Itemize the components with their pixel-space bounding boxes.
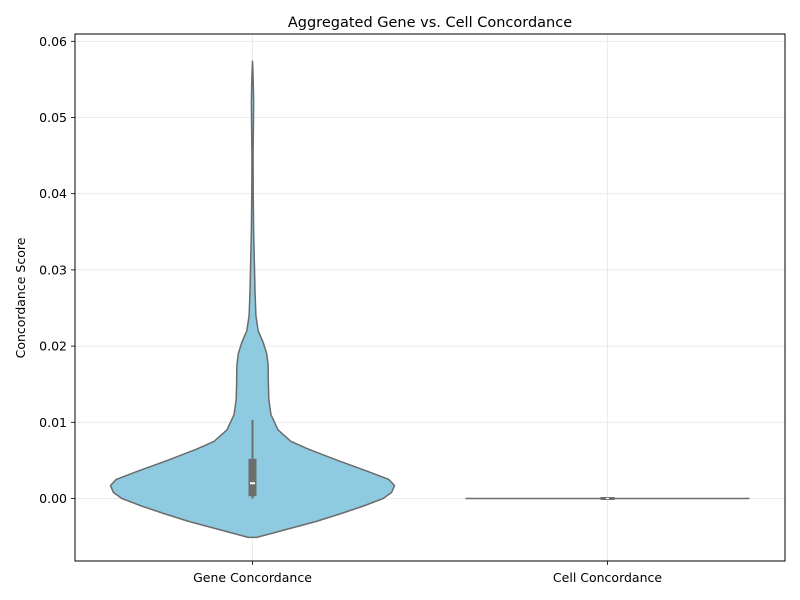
median-marker: [250, 482, 255, 485]
y-tick-label: 0.03: [39, 262, 67, 277]
iqr-box: [248, 458, 257, 497]
y-tick-label: 0.02: [39, 339, 67, 354]
plot-frame: [74, 33, 786, 562]
y-tick-label: 0.05: [39, 110, 67, 125]
x-tick-label: Gene Concordance: [193, 570, 312, 585]
y-axis-label: Concordance Score: [13, 237, 28, 358]
median-marker: [606, 497, 609, 500]
y-tick-label: 0.04: [39, 186, 67, 201]
grid-lines: [75, 34, 785, 561]
y-tick-label: 0.01: [39, 415, 67, 430]
x-axis: Gene Concordance Cell Concordance: [193, 561, 662, 585]
y-tick-label: 0.06: [39, 34, 67, 49]
y-tick-label: 0.00: [39, 491, 67, 506]
violin-body: [109, 60, 396, 539]
x-tick-label: Cell Concordance: [553, 570, 662, 585]
chart-title: Aggregated Gene vs. Cell Concordance: [288, 15, 572, 31]
y-axis: 0.00 0.01 0.02 0.03 0.04 0.05 0.06: [39, 34, 75, 506]
inner-boxes: [248, 420, 615, 500]
